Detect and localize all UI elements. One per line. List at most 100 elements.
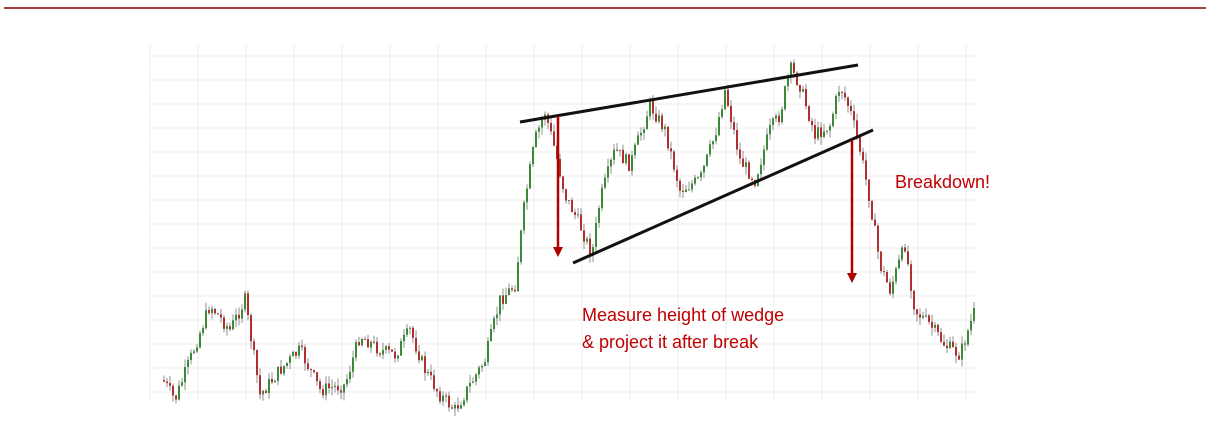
candle-body [670, 148, 672, 152]
candle-body [328, 383, 330, 389]
candle-body [217, 313, 219, 315]
candle-body [409, 327, 411, 329]
candle-body [427, 371, 429, 374]
candle-body [406, 328, 408, 335]
candle-body [550, 122, 552, 132]
candle-body [655, 113, 657, 122]
breakdown-label: Breakdown! [895, 172, 990, 192]
candle-body [964, 343, 966, 345]
candle-body [358, 342, 360, 346]
candle-body [415, 337, 417, 352]
candle-body [208, 310, 210, 314]
candle-body [463, 400, 465, 406]
candle-body [274, 380, 276, 383]
candle-body [169, 383, 171, 386]
candle-body [751, 178, 753, 181]
candle-body [412, 327, 414, 338]
candle-body [226, 326, 228, 329]
candle-body [187, 360, 189, 368]
candle-body [709, 144, 711, 155]
candle-body [511, 288, 513, 290]
candle-body [271, 378, 273, 383]
candle-body [835, 95, 837, 114]
candle-body [319, 381, 321, 390]
candle-body [352, 357, 354, 372]
candle-body [913, 290, 915, 310]
candle-body [349, 371, 351, 380]
candle-body [649, 99, 651, 117]
candle-body [574, 212, 576, 215]
measure-label: & project it after break [582, 332, 759, 352]
candle-body [337, 385, 339, 391]
candle-body [688, 189, 690, 191]
candle-body [832, 113, 834, 127]
candle-body [472, 381, 474, 383]
candle-body [619, 149, 621, 151]
candle-body [247, 293, 249, 316]
candle-body [181, 382, 183, 386]
candle-body [283, 365, 285, 374]
candle-body [607, 166, 609, 178]
candle-body [223, 317, 225, 329]
candle-body [442, 395, 444, 402]
candle-body [829, 126, 831, 131]
candle-body [592, 246, 594, 256]
candle-body [943, 341, 945, 346]
candle-body [907, 251, 909, 265]
candle-body [679, 180, 681, 191]
candle-body [802, 88, 804, 92]
candle-body [838, 91, 840, 96]
candle-body [697, 177, 699, 179]
candle-body [919, 314, 921, 318]
candle-body [301, 345, 303, 348]
candle-body [484, 362, 486, 366]
candle-body [898, 259, 900, 269]
candle-body [382, 349, 384, 355]
candle-body [211, 308, 213, 314]
price-candles [163, 59, 975, 416]
candle-body [844, 92, 846, 98]
candle-body [658, 115, 660, 122]
candle-body [796, 72, 798, 86]
candle-body [664, 126, 666, 130]
candle-body [280, 366, 282, 374]
candle-body [388, 346, 390, 350]
candle-body [487, 341, 489, 363]
candle-body [586, 238, 588, 242]
candle-body [304, 347, 306, 364]
candle-body [166, 381, 168, 384]
candle-body [595, 222, 597, 247]
wedge-lower-line [572, 128, 874, 265]
candle-body [880, 251, 882, 272]
candle-body [379, 353, 381, 355]
candle-body [253, 341, 255, 351]
candle-body [502, 295, 504, 304]
candle-body [178, 385, 180, 400]
candle-body [856, 120, 858, 137]
candle-body [457, 404, 459, 409]
candle-body [646, 116, 648, 130]
candle-body [367, 339, 369, 348]
candle-body [559, 158, 561, 177]
candle-body [580, 214, 582, 231]
candle-body [928, 315, 930, 322]
candle-body [901, 247, 903, 260]
candle-body [163, 380, 165, 382]
candle-body [265, 390, 267, 394]
candle-body [598, 208, 600, 223]
candle-body [475, 374, 477, 382]
candle-body [292, 351, 294, 357]
candle-body [904, 247, 906, 252]
candle-body [841, 91, 843, 93]
candle-body [535, 131, 537, 148]
candle-body [232, 320, 234, 330]
candle-body [268, 378, 270, 394]
candle-body [295, 351, 297, 356]
candle-body [721, 109, 723, 118]
candle-body [505, 294, 507, 304]
candle-body [436, 389, 438, 392]
candle-body [244, 293, 246, 310]
candle-body [673, 151, 675, 170]
candle-body [667, 126, 669, 149]
